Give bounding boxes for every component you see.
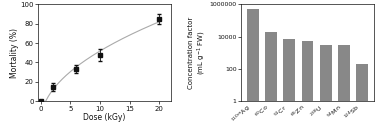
Bar — [356, 64, 368, 137]
Bar — [338, 45, 350, 137]
Y-axis label: Concentration factor
(mL g$^{-1}$ FW): Concentration factor (mL g$^{-1}$ FW) — [188, 17, 208, 89]
Bar — [283, 39, 295, 137]
Bar — [302, 41, 313, 137]
Bar — [320, 45, 332, 137]
Bar — [265, 32, 277, 137]
Bar — [247, 9, 259, 137]
X-axis label: Dose (kGy): Dose (kGy) — [84, 113, 126, 122]
Y-axis label: Mortality (%): Mortality (%) — [10, 28, 19, 78]
